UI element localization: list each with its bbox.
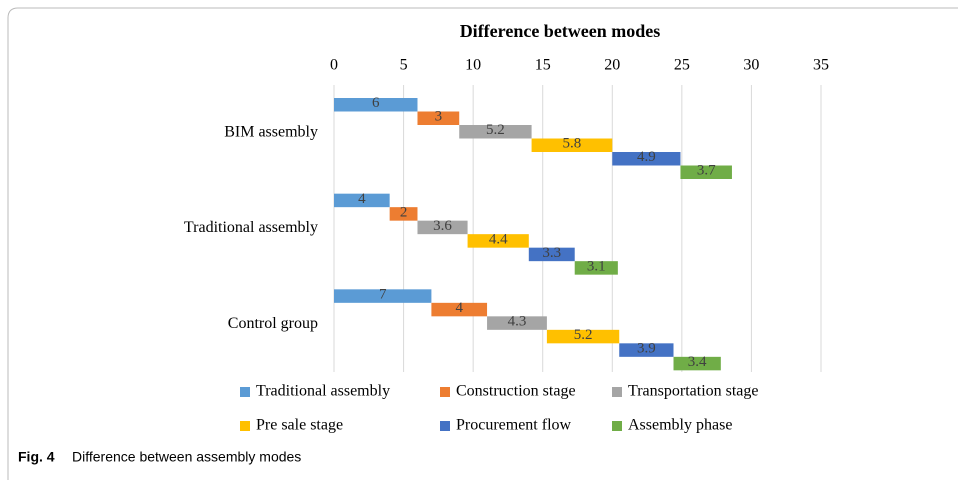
legend-label: Transportation stage (628, 383, 759, 400)
data-label: 4.3 (508, 314, 527, 330)
data-label: 5.8 (563, 136, 582, 152)
bar-segment (673, 356, 721, 371)
legend-swatch (240, 387, 250, 397)
caption-label: Fig. 4 (18, 449, 55, 465)
bar-segment (334, 98, 418, 112)
data-label: 3.4 (688, 354, 707, 370)
data-label: 6 (372, 95, 380, 111)
bar-segment (487, 316, 547, 330)
bar-segment (531, 138, 613, 152)
bar-segment (334, 289, 432, 303)
bar-segment (467, 234, 529, 248)
data-label: 4.4 (489, 231, 508, 247)
legend-swatch (440, 387, 450, 397)
data-label: 3.3 (542, 245, 561, 261)
bar-segment (619, 343, 674, 357)
legend-label: Procurement flow (456, 417, 572, 434)
bar-segment (389, 207, 418, 221)
data-label: 5.2 (486, 122, 505, 138)
legend-swatch (240, 421, 250, 431)
data-label: 3.7 (697, 163, 716, 179)
bar-segment (528, 247, 575, 262)
bar-segment (417, 111, 460, 125)
data-label: 3.1 (587, 258, 606, 274)
bar-segment (612, 152, 681, 166)
x-tick-label: 25 (674, 57, 690, 74)
legend-swatch (612, 421, 622, 431)
data-label: 3.6 (433, 218, 452, 234)
data-label: 7 (379, 287, 387, 303)
x-tick-label: 10 (465, 57, 481, 74)
legend-label: Construction stage (456, 383, 576, 400)
category-label: BIM assembly (224, 124, 318, 141)
caption-text: Difference between assembly modes (72, 449, 301, 465)
x-tick-label: 35 (813, 57, 829, 74)
legend-swatch (612, 387, 622, 397)
bar-segment (546, 329, 620, 344)
legend-label: Pre sale stage (256, 417, 343, 434)
legend-label: Traditional assembly (256, 383, 390, 400)
bar-segment (680, 165, 732, 179)
legend-label: Assembly phase (628, 417, 732, 434)
bar-segment (334, 193, 390, 208)
frame (7, 7, 958, 480)
bar-segment (431, 302, 488, 317)
bar-segment (459, 125, 532, 139)
category-label: Control group (228, 315, 318, 332)
data-label: 5.2 (574, 327, 593, 343)
data-label: 4.9 (637, 149, 656, 165)
legend-swatch (440, 421, 450, 431)
data-label: 4 (455, 300, 463, 316)
data-label: 4 (358, 191, 366, 207)
data-label: 3 (435, 109, 443, 125)
x-tick-label: 0 (330, 57, 338, 74)
bar-segment (417, 220, 468, 235)
x-tick-label: 30 (743, 57, 759, 74)
chart-title: Difference between modes (460, 21, 661, 41)
bar-segment (574, 261, 618, 275)
x-tick-label: 15 (535, 57, 551, 74)
data-label: 3.9 (637, 341, 656, 357)
x-tick-label: 20 (604, 57, 620, 74)
data-label: 2 (400, 204, 408, 220)
x-tick-label: 5 (400, 57, 408, 74)
category-label: Traditional assembly (184, 219, 318, 236)
